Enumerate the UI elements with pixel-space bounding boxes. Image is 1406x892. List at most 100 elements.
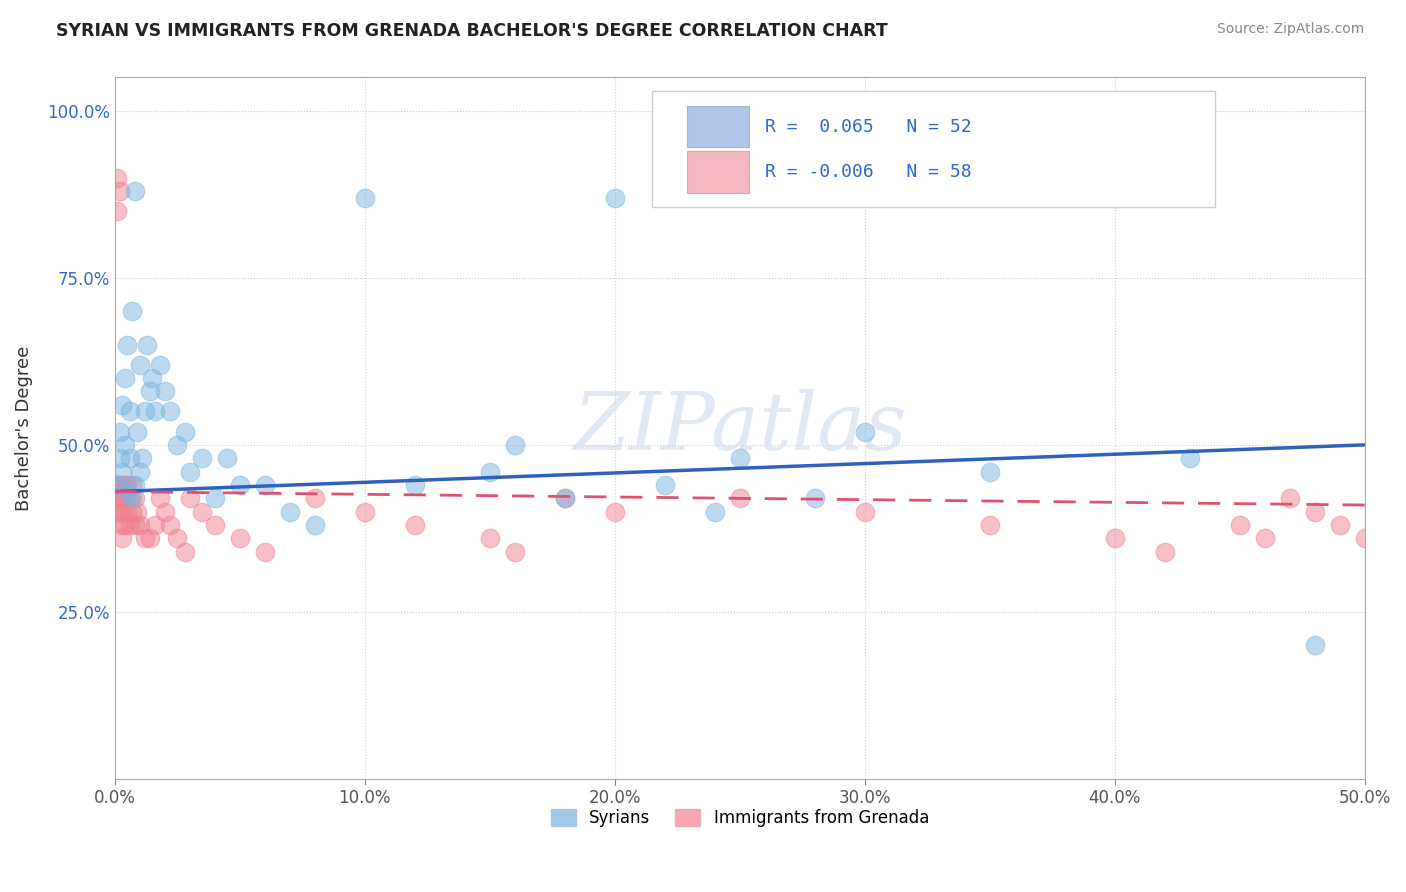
Syrians: [179, 465, 201, 479]
Syrians: [1303, 638, 1326, 652]
Text: ZIPatlas: ZIPatlas: [574, 390, 907, 467]
Immigrants from Grenada: [603, 505, 626, 519]
Immigrants from Grenada: [139, 532, 162, 546]
Syrians: [131, 451, 153, 466]
Immigrants from Grenada: [191, 505, 214, 519]
Syrians: [118, 451, 141, 466]
Immigrants from Grenada: [127, 505, 149, 519]
Immigrants from Grenada: [853, 505, 876, 519]
Immigrants from Grenada: [105, 204, 128, 219]
Syrians: [128, 465, 150, 479]
Immigrants from Grenada: [128, 518, 150, 533]
Syrians: [128, 358, 150, 372]
Syrians: [111, 398, 134, 412]
Immigrants from Grenada: [166, 532, 188, 546]
Syrians: [191, 451, 214, 466]
Syrians: [278, 505, 301, 519]
Syrians: [124, 184, 146, 198]
FancyBboxPatch shape: [688, 152, 748, 193]
Immigrants from Grenada: [1354, 532, 1376, 546]
Immigrants from Grenada: [108, 478, 131, 492]
Syrians: [503, 438, 526, 452]
Immigrants from Grenada: [503, 545, 526, 559]
Text: Source: ZipAtlas.com: Source: ZipAtlas.com: [1216, 22, 1364, 37]
Syrians: [217, 451, 239, 466]
Syrians: [478, 465, 501, 479]
Y-axis label: Bachelor's Degree: Bachelor's Degree: [15, 345, 32, 511]
Syrians: [118, 404, 141, 418]
Immigrants from Grenada: [108, 505, 131, 519]
Syrians: [108, 425, 131, 439]
Syrians: [728, 451, 751, 466]
Immigrants from Grenada: [105, 170, 128, 185]
Syrians: [117, 337, 139, 351]
Syrians: [127, 425, 149, 439]
Immigrants from Grenada: [554, 491, 576, 506]
Immigrants from Grenada: [111, 532, 134, 546]
Immigrants from Grenada: [124, 491, 146, 506]
Immigrants from Grenada: [124, 518, 146, 533]
Syrians: [253, 478, 276, 492]
Immigrants from Grenada: [1153, 545, 1175, 559]
Syrians: [654, 478, 676, 492]
Text: R = -0.006   N = 58: R = -0.006 N = 58: [765, 163, 972, 181]
Syrians: [143, 404, 166, 418]
Syrians: [139, 384, 162, 399]
Syrians: [304, 518, 326, 533]
Syrians: [804, 491, 827, 506]
Immigrants from Grenada: [105, 505, 128, 519]
Syrians: [166, 438, 188, 452]
Immigrants from Grenada: [159, 518, 181, 533]
Immigrants from Grenada: [353, 505, 375, 519]
Syrians: [134, 404, 156, 418]
Immigrants from Grenada: [404, 518, 426, 533]
Immigrants from Grenada: [121, 478, 143, 492]
Immigrants from Grenada: [105, 478, 128, 492]
Immigrants from Grenada: [111, 518, 134, 533]
Syrians: [124, 478, 146, 492]
Legend: Syrians, Immigrants from Grenada: Syrians, Immigrants from Grenada: [544, 802, 935, 834]
Immigrants from Grenada: [204, 518, 226, 533]
Syrians: [111, 465, 134, 479]
Immigrants from Grenada: [1278, 491, 1301, 506]
Syrians: [554, 491, 576, 506]
Syrians: [703, 505, 725, 519]
Immigrants from Grenada: [114, 518, 136, 533]
Immigrants from Grenada: [114, 491, 136, 506]
Immigrants from Grenada: [117, 478, 139, 492]
Immigrants from Grenada: [153, 505, 176, 519]
Immigrants from Grenada: [105, 491, 128, 506]
Syrians: [114, 371, 136, 385]
Immigrants from Grenada: [253, 545, 276, 559]
Immigrants from Grenada: [1303, 505, 1326, 519]
Syrians: [173, 425, 195, 439]
Syrians: [114, 438, 136, 452]
FancyBboxPatch shape: [688, 106, 748, 147]
Immigrants from Grenada: [111, 478, 134, 492]
Syrians: [1104, 191, 1126, 205]
Syrians: [136, 337, 159, 351]
Immigrants from Grenada: [117, 505, 139, 519]
Syrians: [979, 465, 1001, 479]
Immigrants from Grenada: [111, 491, 134, 506]
Syrians: [229, 478, 252, 492]
Immigrants from Grenada: [108, 491, 131, 506]
Immigrants from Grenada: [1229, 518, 1251, 533]
Syrians: [108, 451, 131, 466]
Immigrants from Grenada: [173, 545, 195, 559]
Immigrants from Grenada: [1329, 518, 1351, 533]
FancyBboxPatch shape: [652, 92, 1215, 207]
Syrians: [105, 478, 128, 492]
Immigrants from Grenada: [134, 532, 156, 546]
Immigrants from Grenada: [111, 505, 134, 519]
Syrians: [1178, 451, 1201, 466]
Syrians: [121, 491, 143, 506]
Syrians: [159, 404, 181, 418]
Syrians: [141, 371, 163, 385]
Immigrants from Grenada: [979, 518, 1001, 533]
Immigrants from Grenada: [304, 491, 326, 506]
Immigrants from Grenada: [149, 491, 172, 506]
Immigrants from Grenada: [728, 491, 751, 506]
Syrians: [204, 491, 226, 506]
Syrians: [853, 425, 876, 439]
